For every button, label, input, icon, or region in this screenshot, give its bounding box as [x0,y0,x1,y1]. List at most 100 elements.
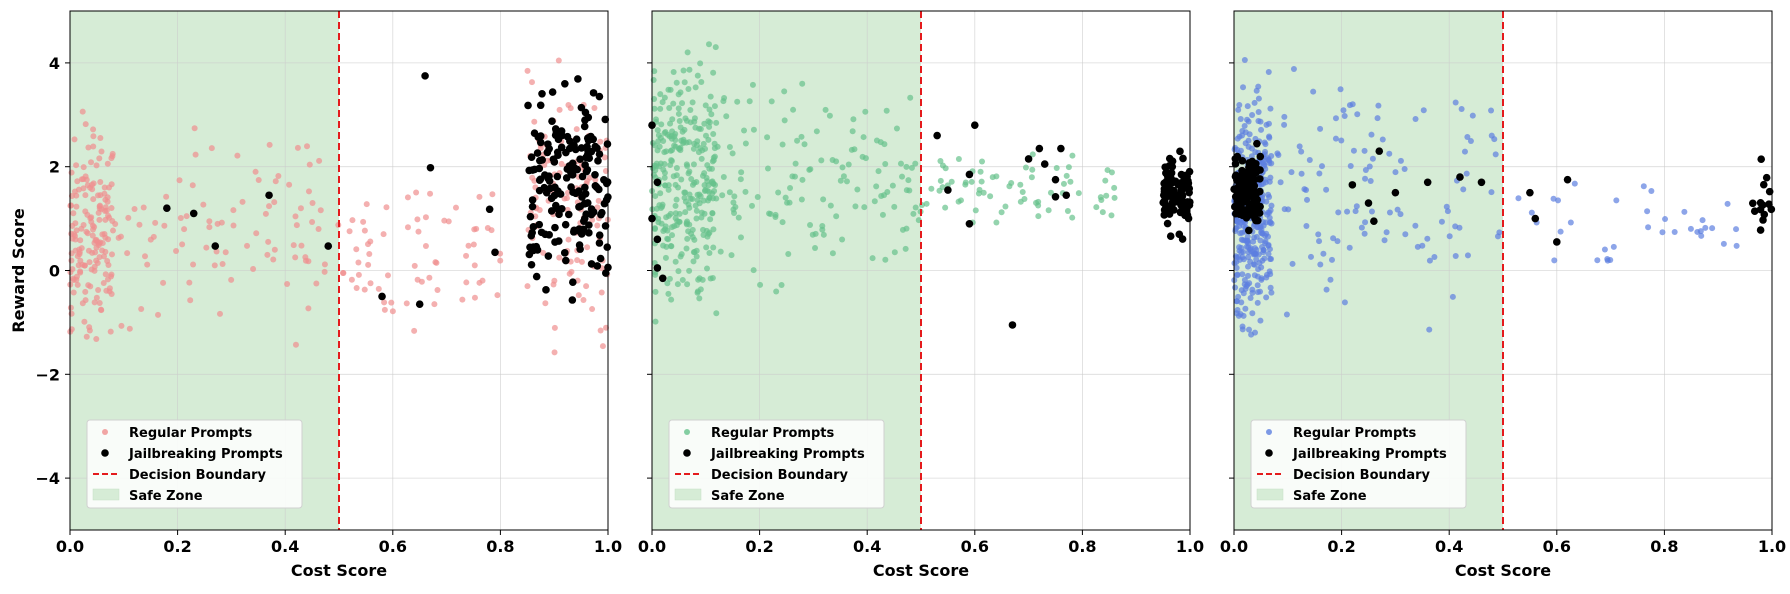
chart-2-regular-point-364 [1362,167,1369,174]
chart-1-regular-point-323 [852,203,859,210]
chart-1-regular-point-485 [998,209,1005,216]
chart-0-jailbreak-point-72 [591,142,600,151]
chart-1-regular-point-225 [692,84,699,91]
chart-1-xtick-label-5: 1.0 [1176,537,1204,556]
chart-0-jailbreak-point-12 [548,88,557,96]
chart-0-regular-point-207 [294,144,301,151]
chart-0-regular-point-213 [270,256,277,263]
chart-0-regular-point-158 [67,202,74,209]
chart-0-regular-point-386 [575,292,582,299]
chart-2-regular-point-72 [1245,272,1252,279]
chart-0-ytick-label-0: −4 [35,469,60,488]
chart-2-jailbreak-point-134 [1348,181,1357,189]
chart-0-regular-point-157 [102,234,109,241]
chart-1-regular-point-339 [820,231,827,238]
chart-1-regular-point-364 [882,160,889,167]
chart-2-regular-point-395 [1290,65,1297,72]
chart-1-regular-point-347 [772,213,779,220]
chart-2-jailbreak-point-141 [1477,178,1486,187]
chart-1-regular-point-121 [713,119,720,126]
chart-2-regular-point-187 [1268,255,1275,262]
chart-2-regular-point-419 [1367,178,1374,185]
chart-0-regular-point-317 [353,284,360,291]
chart-1-regular-point-480 [939,184,946,191]
chart-0-regular-point-240 [262,210,269,217]
chart-1-regular-point-272 [657,105,664,112]
chart-0-regular-point-244 [160,279,167,286]
chart-0-regular-point-284 [471,226,478,233]
chart-1-regular-point-370 [907,94,914,101]
chart-1-regular-point-174 [690,161,697,168]
chart-2-regular-point-302 [1254,289,1261,296]
chart-0-regular-point-309 [434,286,441,293]
chart-0-regular-point-271 [380,231,387,238]
chart-1-jailbreak-point-35 [1179,154,1187,163]
chart-2-regular-point-461 [1610,243,1617,250]
chart-2-regular-point-279 [1234,271,1241,278]
chart-0-jailbreak-point-64 [555,210,563,219]
chart-2-regular-point-298 [1248,153,1255,160]
chart-1-regular-point-456 [1017,181,1024,188]
chart-2-regular-point-140 [1241,122,1248,129]
chart-1-regular-point-162 [704,162,711,169]
chart-0-regular-point-251 [203,244,210,251]
chart-2-regular-point-431 [1401,165,1408,172]
chart-1-regular-point-91 [676,117,683,124]
chart-0-jailbreak-point-134 [561,220,570,229]
chart-2-regular-point-454 [1551,257,1558,264]
chart-2-jailbreak-point-101 [1256,152,1265,161]
chart-0-regular-point-102 [89,232,96,239]
chart-2-regular-point-446 [1571,180,1578,187]
chart-2-regular-point-64 [1245,143,1252,150]
chart-1-regular-point-375 [735,214,742,221]
chart-1-regular-point-391 [801,141,808,148]
chart-2-regular-point-116 [1232,144,1239,151]
chart-0-jailbreak-point-75 [529,223,538,231]
chart-2-regular-point-371 [1288,169,1295,176]
chart-2-jailbreak-point-22 [1238,156,1247,165]
chart-1-regular-point-176 [692,124,699,131]
chart-0-regular-point-411 [558,160,565,167]
chart-0-regular-point-193 [216,310,223,317]
chart-0-regular-point-277 [414,216,421,223]
chart-2-regular-point-274 [1254,224,1261,231]
chart-0-jailbreak-point-88 [595,231,604,240]
chart-1-regular-point-191 [700,140,707,147]
chart-0-regular-point-134 [83,333,90,340]
chart-2-regular-point-472 [1640,183,1647,190]
chart-1-regular-point-428 [908,164,915,171]
chart-1-jailbreak-point-59 [1169,186,1178,195]
chart-2-regular-point-339 [1452,99,1459,106]
chart-0-regular-point-281 [422,243,429,250]
chart-1-regular-point-265 [656,143,663,150]
chart-2-regular-point-385 [1392,169,1399,176]
chart-1-regular-point-88 [696,295,703,302]
chart-2-regular-point-369 [1298,170,1305,177]
chart-2-regular-point-365 [1492,151,1499,158]
chart-1-regular-point-285 [686,191,693,198]
chart-1-regular-point-369 [764,134,771,141]
chart-0-regular-point-189 [265,238,272,245]
chart-1-regular-point-401 [786,199,793,206]
chart-0-jailbreak-point-172 [548,117,556,125]
chart-2-regular-point-295 [1245,254,1252,261]
chart-0-regular-point-303 [470,241,477,248]
chart-1-regular-point-437 [1099,209,1106,216]
chart-1-regular-point-385 [819,226,826,233]
chart-1-regular-point-449 [1067,178,1074,185]
chart-0-jailbreak-point-135 [589,208,598,216]
chart-0-jailbreak-point-133 [560,249,569,257]
chart-2-regular-point-373 [1469,112,1476,119]
chart-2-jailbreak-point-93 [1254,216,1262,225]
chart-1-regular-point-403 [742,140,749,147]
chart-2-regular-point-447 [1709,225,1716,232]
chart-0-y-axis-label: Reward Score [9,208,28,333]
chart-2-regular-point-289 [1244,103,1251,110]
chart-0-regular-point-23 [67,304,74,311]
chart-2-regular-point-379 [1316,238,1323,245]
chart-0-regular-point-183 [275,172,282,179]
chart-2-jailbreak-point-137 [1375,147,1384,155]
chart-0-regular-point-255 [147,236,154,243]
chart-2-regular-point-88 [1241,57,1248,64]
chart-0-regular-point-128 [98,306,105,313]
